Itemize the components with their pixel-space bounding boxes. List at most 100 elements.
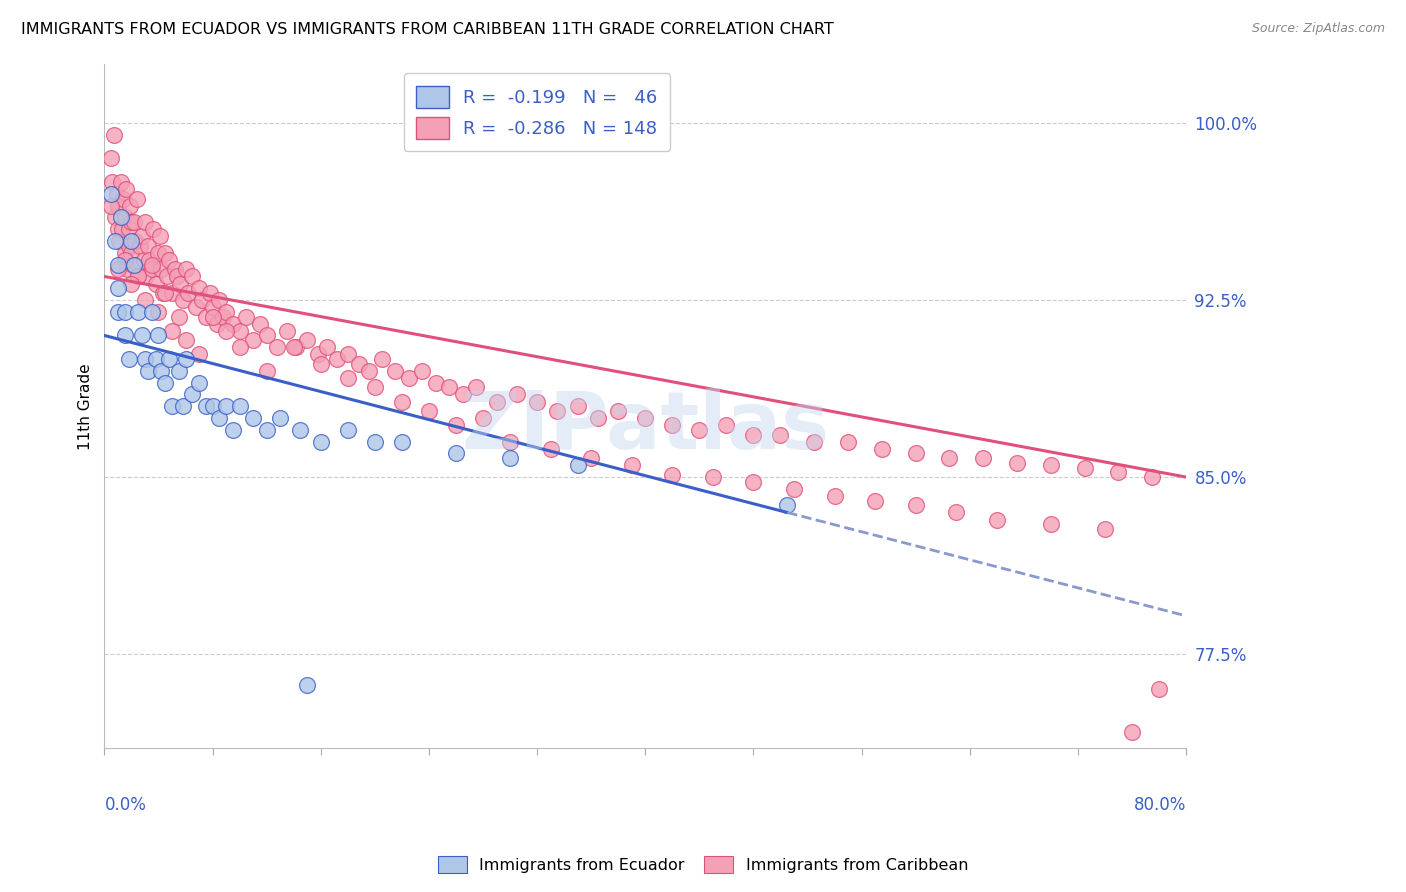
Point [181,387,204,401]
Point [499,451,522,466]
Point [228,324,250,338]
Point [444,418,467,433]
Point [117,262,139,277]
Point [824,489,846,503]
Point [904,499,927,513]
Point [188,376,211,390]
Point [1039,517,1062,532]
Point [152,285,174,300]
Point [391,394,413,409]
Point [215,324,238,338]
Point [1005,456,1028,470]
Point [127,269,149,284]
Legend: Immigrants from Ecuador, Immigrants from Caribbean: Immigrants from Ecuador, Immigrants from… [432,849,974,880]
Point [100,152,122,166]
Point [134,215,156,229]
Point [451,387,474,401]
Point [118,222,141,236]
Point [607,404,630,418]
Point [326,352,349,367]
Point [148,245,170,260]
Point [100,186,122,201]
Point [1142,470,1164,484]
Point [107,199,129,213]
Point [228,399,250,413]
Point [688,423,710,437]
Y-axis label: 11th Grade: 11th Grade [79,363,93,450]
Point [107,222,129,236]
Point [114,245,136,260]
Point [134,352,156,367]
Point [228,340,250,354]
Point [135,269,157,284]
Point [107,305,129,319]
Point [1147,682,1170,697]
Point [256,423,278,437]
Point [546,404,568,418]
Point [370,352,392,367]
Point [316,340,339,354]
Point [174,262,197,277]
Point [111,222,134,236]
Point [104,234,127,248]
Point [122,215,145,229]
Point [945,506,967,520]
Point [110,175,132,189]
Point [118,239,141,253]
Point [1108,466,1130,480]
Point [634,411,657,425]
Point [364,380,387,394]
Point [141,258,163,272]
Point [138,252,160,267]
Point [620,458,643,473]
Point [110,211,132,225]
Point [177,285,200,300]
Point [215,305,238,319]
Point [485,394,508,409]
Point [986,512,1008,526]
Point [150,364,173,378]
Point [136,239,159,253]
Point [384,364,406,378]
Point [212,310,235,324]
Point [938,451,960,466]
Point [702,470,724,484]
Point [295,333,318,347]
Point [188,347,211,361]
Point [127,269,149,284]
Point [174,333,197,347]
Point [266,340,288,354]
Point [309,434,332,449]
Point [166,269,188,284]
Point [567,399,589,413]
Point [716,418,738,433]
Point [661,467,683,482]
Point [188,281,211,295]
Point [783,482,806,496]
Point [181,269,204,284]
Point [131,229,153,244]
Point [1073,460,1095,475]
Point [145,352,167,367]
Point [194,399,217,413]
Point [205,317,228,331]
Point [256,328,278,343]
Point [285,340,308,354]
Point [125,192,148,206]
Point [120,277,142,291]
Point [104,211,127,225]
Point [276,324,298,338]
Point [418,404,440,418]
Point [120,234,142,248]
Text: IMMIGRANTS FROM ECUADOR VS IMMIGRANTS FROM CARIBBEAN 11TH GRADE CORRELATION CHAR: IMMIGRANTS FROM ECUADOR VS IMMIGRANTS FR… [21,22,834,37]
Point [579,451,602,466]
Point [163,262,186,277]
Point [105,186,128,201]
Point [148,305,170,319]
Point [769,427,792,442]
Point [336,423,359,437]
Point [112,192,135,206]
Legend: R =  -0.199   N =   46, R =  -0.286   N = 148: R = -0.199 N = 46, R = -0.286 N = 148 [404,73,671,152]
Point [107,258,129,272]
Point [127,305,149,319]
